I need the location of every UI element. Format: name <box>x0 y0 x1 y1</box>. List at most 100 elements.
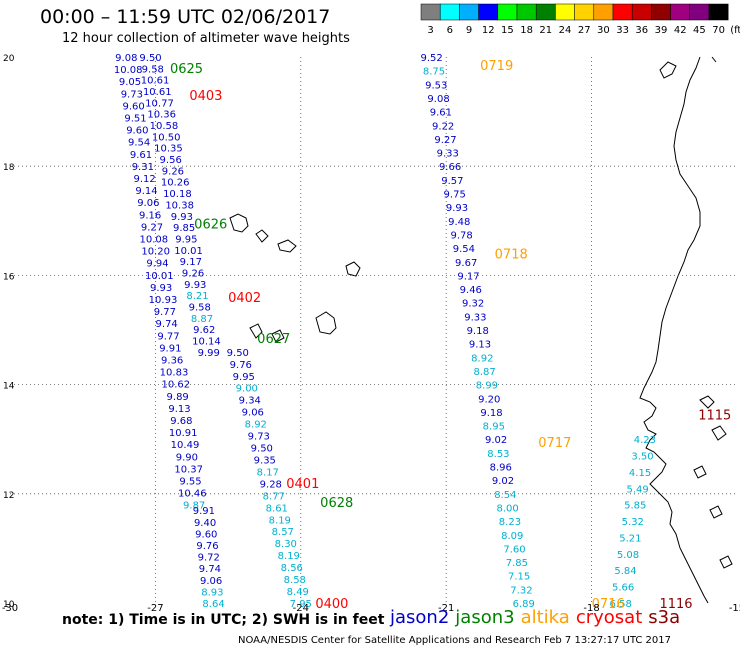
wave-height-label: 5.21 <box>619 533 641 544</box>
wave-height-label: 9.99 <box>198 348 220 359</box>
wave-height-label: 8.00 <box>496 503 518 514</box>
wave-height-label: 8.21 <box>186 291 208 302</box>
wave-height-label: 9.34 <box>239 396 261 407</box>
pass-time-label: 0401 <box>286 477 319 492</box>
wave-height-label: 9.67 <box>455 258 477 269</box>
wave-height-label: 10.93 <box>149 295 178 306</box>
coastline-segment <box>277 239 297 253</box>
coastline-segment <box>659 61 677 79</box>
wave-height-label: 9.08 <box>115 53 137 64</box>
wave-height-label: 9.52 <box>421 53 443 64</box>
y-tick-label: 18 <box>3 163 15 173</box>
wave-height-label: 9.50 <box>139 53 161 64</box>
grid-lines <box>10 57 737 603</box>
wave-height-label: 9.61 <box>430 108 452 119</box>
wave-height-label: 6.89 <box>513 599 535 610</box>
colorbar-swatch <box>708 3 729 21</box>
pass-time-label: 0627 <box>257 332 290 347</box>
wave-height-label: 8.17 <box>257 467 279 478</box>
track-west-c: 9.509.769.959.009.349.068.929.739.509.35… <box>227 348 312 610</box>
track-west-b: 9.509.5810.6110.6110.7710.3610.5810.5010… <box>139 53 220 359</box>
y-tick-label: 10 <box>3 600 15 610</box>
wave-height-label: 10.83 <box>160 368 189 379</box>
x-tick-label: -18 <box>583 603 599 614</box>
colorbar-tick-label: 21 <box>539 25 552 36</box>
wave-height-label: 5.08 <box>617 550 639 561</box>
wave-height-label: 10.38 <box>165 200 194 211</box>
wave-height-label: 9.85 <box>173 223 195 234</box>
wave-height-label: 9.17 <box>457 271 479 282</box>
colorbar-tick-label: 27 <box>578 25 591 36</box>
legend-altika: altika <box>520 607 570 628</box>
map-title: 00:00 – 11:59 UTC 02/06/2017 <box>40 6 331 28</box>
legend-cryosat: cryosat <box>575 607 643 628</box>
colorbar-tick-label: 12 <box>482 25 495 36</box>
wave-height-label: 9.87 <box>183 501 205 512</box>
wave-height-label: 9.33 <box>464 312 486 323</box>
wave-height-label: 9.08 <box>427 94 449 105</box>
wave-height-label: 8.09 <box>501 531 523 542</box>
wave-height-label: 10.20 <box>141 247 170 258</box>
colorbar-unit: (ft) <box>730 25 740 36</box>
wave-height-label: 10.62 <box>162 380 191 391</box>
wave-height-label: 9.68 <box>170 416 192 427</box>
map-subtitle: 12 hour collection of altimeter wave hei… <box>62 31 350 46</box>
wave-height-label: 8.75 <box>423 67 445 78</box>
wave-height-label: 9.51 <box>124 114 146 125</box>
wave-height-label: 5.85 <box>624 501 646 512</box>
pass-time-label: 0717 <box>538 436 571 451</box>
wave-height-label: 9.54 <box>453 244 475 255</box>
wave-height-label: 9.76 <box>196 541 218 552</box>
track-west-a: 9.0810.089.059.739.609.519.609.549.619.3… <box>114 53 207 512</box>
wave-height-label: 10.08 <box>140 235 169 246</box>
wave-height-label: 9.56 <box>160 155 182 166</box>
pass-time-label: 0402 <box>228 291 261 306</box>
coastline-segment <box>255 229 269 243</box>
wave-height-label: 9.06 <box>137 198 159 209</box>
wave-height-label: 9.50 <box>227 348 249 359</box>
wave-height-label: 9.36 <box>161 356 183 367</box>
wave-height-label: 8.58 <box>284 575 306 586</box>
wave-height-label: 9.76 <box>230 360 252 371</box>
wave-height-label: 9.05 <box>119 77 141 88</box>
wave-height-label: 9.73 <box>248 432 270 443</box>
wave-height-label: 8.92 <box>245 420 267 431</box>
wave-height-label: 9.93 <box>446 203 468 214</box>
colorbar-tick-label: 39 <box>655 25 668 36</box>
wave-height-label: 10.49 <box>171 440 200 451</box>
wave-height-label: 9.94 <box>146 259 168 270</box>
wave-height-label: 9.50 <box>251 444 273 455</box>
coastline <box>229 56 733 604</box>
wave-height-label: 9.77 <box>157 331 179 342</box>
pass-time-label: 0716 <box>592 597 625 612</box>
colorbar-tick-label: 42 <box>674 25 687 36</box>
wave-height-label: 10.36 <box>147 110 176 121</box>
coastline-segment <box>719 555 733 569</box>
wave-height-label: 9.77 <box>154 307 176 318</box>
wave-height-label: 9.46 <box>460 285 482 296</box>
wave-height-label: 6.58 <box>610 599 632 610</box>
coastline-segment <box>315 311 337 335</box>
wave-height-label: 5.84 <box>614 566 636 577</box>
wave-height-label: 10.77 <box>145 98 174 109</box>
wave-height-label: 8.49 <box>287 587 309 598</box>
x-tick-label: -30 <box>2 603 18 614</box>
wave-height-label: 9.40 <box>194 518 216 529</box>
wave-height-label: 9.35 <box>254 455 276 466</box>
wave-height-label: 4.15 <box>629 468 651 479</box>
pass-time-label: 0628 <box>320 496 353 511</box>
wave-height-label: 3.50 <box>631 452 653 463</box>
wave-height-label: 9.00 <box>236 384 258 395</box>
wave-height-label: 9.27 <box>141 222 163 233</box>
wave-height-label: 9.13 <box>469 340 491 351</box>
wave-height-label: 9.95 <box>233 372 255 383</box>
credit-line: NOAA/NESDIS Center for Satellite Applica… <box>238 635 671 646</box>
wave-height-label: 8.54 <box>494 490 516 501</box>
wave-height-label: 10.01 <box>145 271 174 282</box>
wave-height-label: 8.57 <box>272 527 294 538</box>
wave-height-label: 8.95 <box>483 422 505 433</box>
wave-height-label: 10.01 <box>174 246 203 257</box>
coastline-segment <box>711 56 717 63</box>
